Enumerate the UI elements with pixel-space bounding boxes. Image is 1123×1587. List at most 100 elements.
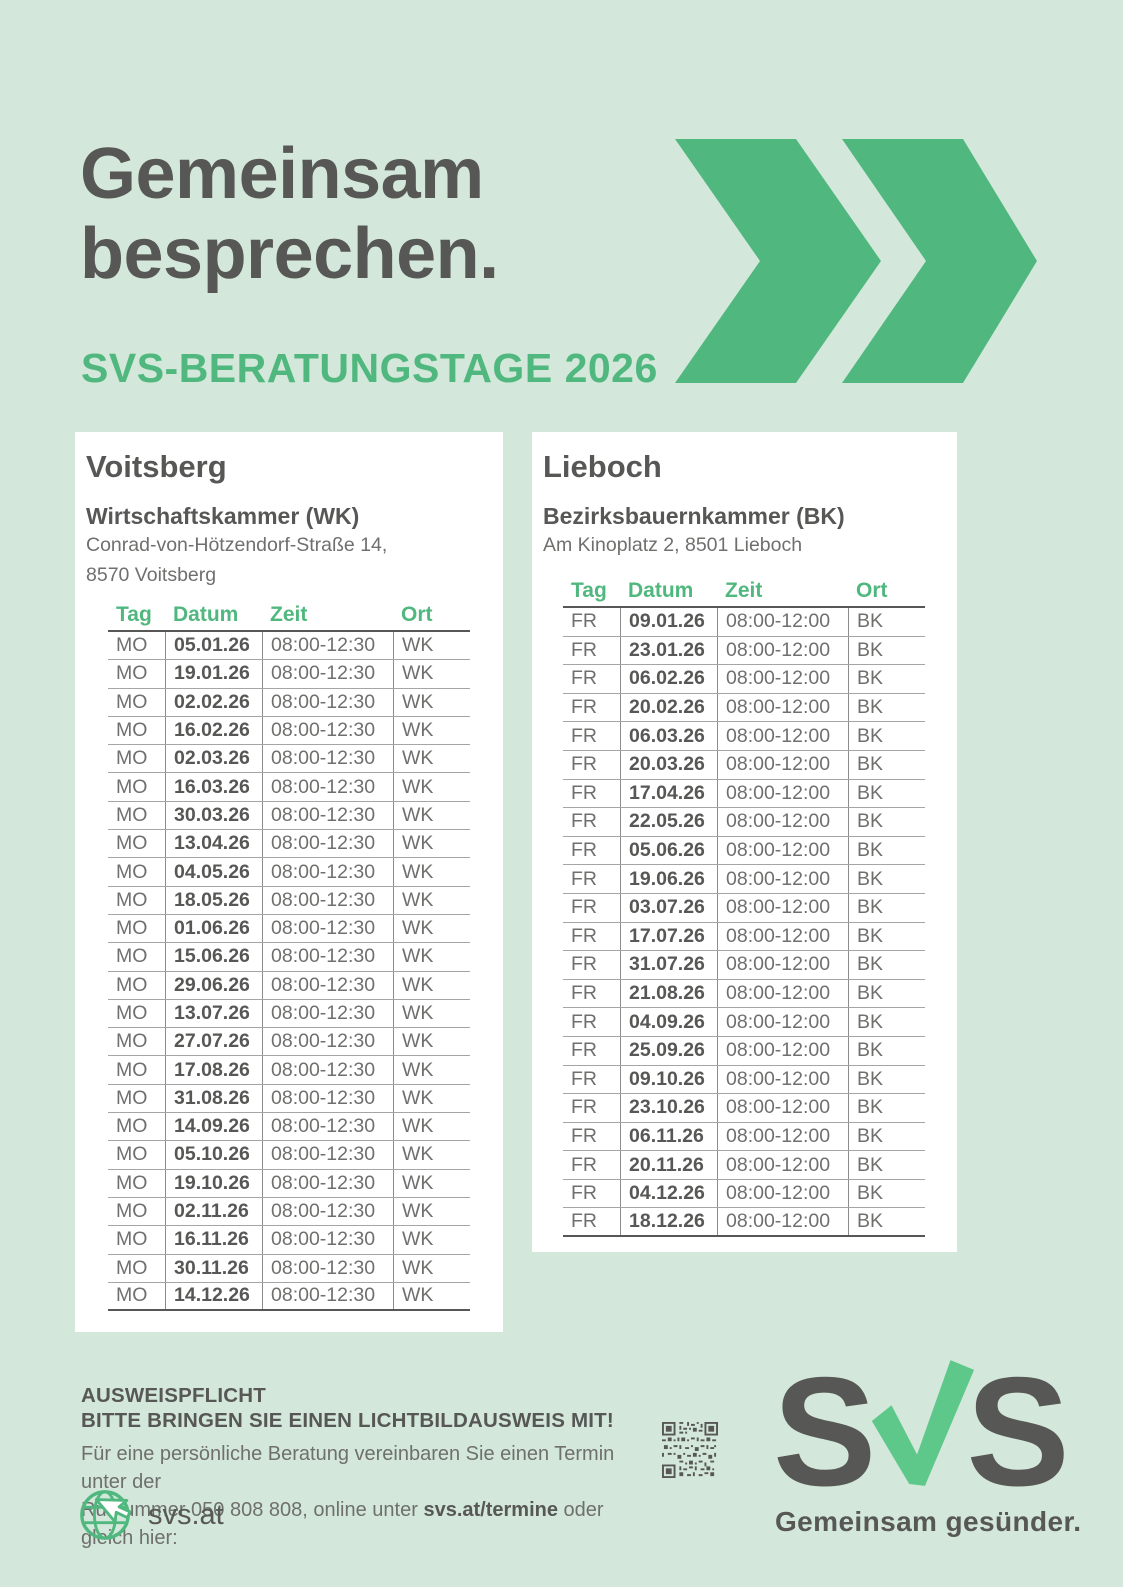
cell-ort: BK — [848, 608, 925, 636]
column-header-tag: Tag — [571, 579, 607, 602]
cell-zeit: 08:00-12:30 — [262, 716, 393, 745]
cell-tag: FR — [571, 896, 597, 919]
table-header-row: Tag Datum Zeit Ort — [563, 576, 925, 608]
table-row: FR 06.11.26 08:00-12:00 BK — [563, 1122, 925, 1152]
cell-datum: 05.01.26 — [165, 632, 262, 660]
cell-datum: 31.07.26 — [620, 951, 717, 979]
cell-zeit: 08:00-12:00 — [717, 1065, 848, 1094]
table-row: FR 20.11.26 08:00-12:00 BK — [563, 1151, 925, 1180]
svs-logo: S S — [773, 1345, 1070, 1518]
cell-ort: BK — [848, 1094, 925, 1122]
cell-tag: FR — [571, 1210, 597, 1233]
cell-tag: FR — [571, 1182, 597, 1205]
page-title: Gemeinsam besprechen. — [80, 134, 499, 294]
cell-zeit: 08:00-12:30 — [262, 830, 393, 858]
cell-datum: 30.03.26 — [165, 801, 262, 830]
schedule-table: Tag Datum Zeit Ort FR 09.01.26 08:00-12:… — [563, 576, 925, 1238]
cell-datum: 20.03.26 — [620, 750, 717, 779]
table-row: FR 18.12.26 08:00-12:00 BK — [563, 1208, 925, 1238]
cell-ort: BK — [848, 1036, 925, 1065]
page-title-line1: Gemeinsam — [80, 134, 484, 214]
cell-tag: MO — [116, 1030, 148, 1053]
cell-ort: BK — [848, 1208, 925, 1236]
table-row: FR 05.06.26 08:00-12:00 BK — [563, 836, 925, 866]
cell-tag: FR — [571, 1010, 597, 1033]
column-header-ort: Ort — [401, 603, 433, 626]
cell-ort: BK — [848, 1122, 925, 1151]
table-row: MO 13.07.26 08:00-12:30 WK — [108, 999, 470, 1029]
cell-ort: BK — [848, 1008, 925, 1036]
cell-tag: MO — [116, 1143, 148, 1166]
table-row: MO 15.06.26 08:00-12:30 WK — [108, 943, 470, 972]
cell-zeit: 08:00-12:00 — [717, 750, 848, 779]
table-row: MO 05.01.26 08:00-12:30 WK — [108, 632, 470, 661]
cell-zeit: 08:00-12:00 — [717, 1151, 848, 1179]
table-row: MO 04.05.26 08:00-12:30 WK — [108, 858, 470, 887]
cell-tag: MO — [116, 662, 148, 685]
logo-letter-s-left: S — [773, 1345, 877, 1518]
cell-datum: 18.12.26 — [620, 1208, 717, 1236]
cell-ort: BK — [848, 865, 925, 893]
double-chevron-icon — [675, 139, 1037, 383]
cell-ort: WK — [393, 1141, 470, 1169]
cell-ort: WK — [393, 1056, 470, 1084]
table-row: MO 02.03.26 08:00-12:30 WK — [108, 745, 470, 774]
cell-ort: WK — [393, 632, 470, 660]
table-row: FR 21.08.26 08:00-12:00 BK — [563, 979, 925, 1009]
cell-zeit: 08:00-12:30 — [262, 858, 393, 886]
cell-tag: MO — [116, 775, 148, 798]
cell-datum: 31.08.26 — [165, 1084, 262, 1113]
cell-tag: MO — [116, 1086, 148, 1109]
table-row: MO 27.07.26 08:00-12:30 WK — [108, 1028, 470, 1057]
cell-tag: FR — [571, 810, 597, 833]
logo-letter-s-right: S — [966, 1345, 1070, 1518]
cell-tag: MO — [116, 832, 148, 855]
cell-datum: 05.06.26 — [620, 836, 717, 865]
cell-ort: WK — [393, 1113, 470, 1141]
table-row: MO 13.04.26 08:00-12:30 WK — [108, 830, 470, 859]
cell-datum: 13.04.26 — [165, 830, 262, 858]
cell-zeit: 08:00-12:00 — [717, 865, 848, 893]
cell-ort: WK — [393, 886, 470, 914]
cell-zeit: 08:00-12:00 — [717, 693, 848, 722]
cell-ort: BK — [848, 750, 925, 779]
cell-tag: MO — [116, 1256, 148, 1279]
cell-datum: 15.06.26 — [165, 943, 262, 971]
cell-tag: FR — [571, 867, 597, 890]
cell-zeit: 08:00-12:30 — [262, 688, 393, 716]
cell-tag: FR — [571, 982, 597, 1005]
table-row: FR 20.03.26 08:00-12:00 BK — [563, 750, 925, 780]
cell-tag: FR — [571, 1067, 597, 1090]
cell-datum: 04.12.26 — [620, 1179, 717, 1208]
contact-info: Für eine persönliche Beratung vereinbare… — [81, 1443, 615, 1549]
column-header-tag: Tag — [116, 603, 152, 626]
table-row: MO 02.02.26 08:00-12:30 WK — [108, 688, 470, 717]
cell-tag: MO — [116, 803, 148, 826]
cell-tag: MO — [116, 973, 148, 996]
cell-ort: BK — [848, 722, 925, 750]
panel-city: Lieboch — [543, 449, 662, 484]
table-row: MO 16.03.26 08:00-12:30 WK — [108, 773, 470, 802]
cell-zeit: 08:00-12:00 — [717, 922, 848, 951]
cell-datum: 06.03.26 — [620, 722, 717, 750]
cell-ort: BK — [848, 893, 925, 922]
cell-ort: WK — [393, 971, 470, 999]
cell-datum: 03.07.26 — [620, 893, 717, 922]
cell-datum: 19.06.26 — [620, 865, 717, 893]
cell-ort: BK — [848, 951, 925, 979]
panel-venue: Bezirksbauernkammer (BK) — [543, 503, 845, 529]
cell-ort: WK — [393, 914, 470, 943]
cell-tag: MO — [116, 690, 148, 713]
page-title-line2: besprechen. — [80, 214, 499, 294]
cell-zeit: 08:00-12:30 — [262, 971, 393, 999]
table-row: MO 01.06.26 08:00-12:30 WK — [108, 914, 470, 944]
cell-datum: 20.02.26 — [620, 693, 717, 722]
cell-zeit: 08:00-12:30 — [262, 773, 393, 801]
cell-ort: BK — [848, 1151, 925, 1179]
cell-zeit: 08:00-12:30 — [262, 660, 393, 688]
table-row: MO 02.11.26 08:00-12:30 WK — [108, 1197, 470, 1227]
cell-ort: BK — [848, 636, 925, 665]
cell-tag: FR — [571, 953, 597, 976]
cell-ort: WK — [393, 773, 470, 801]
cell-zeit: 08:00-12:00 — [717, 979, 848, 1008]
